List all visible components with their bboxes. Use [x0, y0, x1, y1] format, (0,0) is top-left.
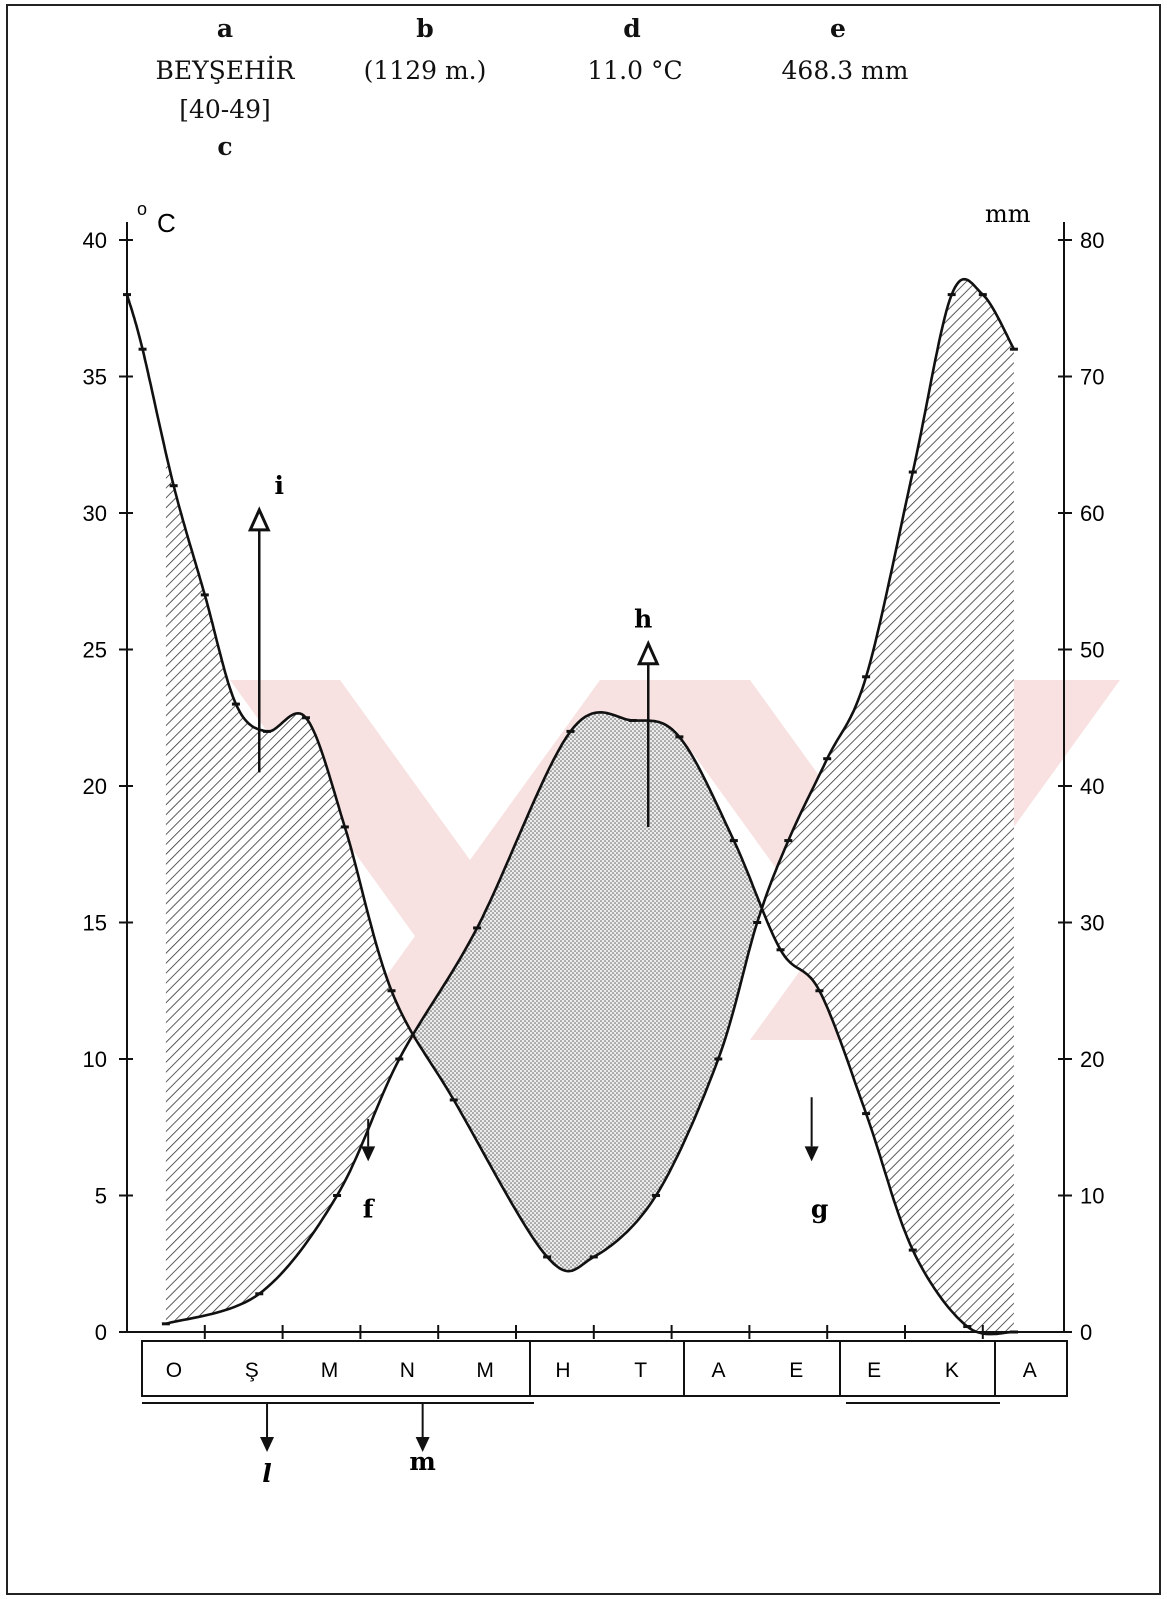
precipitation-point — [263, 729, 272, 733]
precipitation-point — [387, 989, 396, 993]
temperature-point — [333, 1194, 342, 1197]
month-label: N — [400, 1359, 415, 1382]
temperature-point — [675, 735, 684, 739]
station-altitude: (1129 m.) — [363, 56, 487, 85]
temperature-point — [815, 989, 824, 993]
temperature-tick-label: 20 — [83, 774, 107, 799]
month-label: M — [476, 1359, 494, 1382]
precipitation-tick-label: 60 — [1080, 501, 1104, 526]
precipitation-tick-label: 40 — [1080, 774, 1104, 799]
temperature-unit-degree: o — [137, 199, 147, 219]
precipitation-point — [947, 293, 956, 297]
annotation-label-g: g — [811, 1194, 828, 1223]
temperature-unit-label: C — [157, 208, 176, 238]
station-name: BEYŞEHİR — [155, 56, 295, 85]
precipitation-point — [978, 293, 987, 297]
precipitation-point — [908, 470, 917, 474]
month-label: A — [711, 1359, 725, 1382]
annotation-label-m: m — [409, 1447, 435, 1476]
precipitation-point — [753, 921, 762, 924]
month-strip — [141, 1340, 1068, 1397]
total-precipitation: 468.3 mm — [781, 56, 909, 85]
precipitation-unit-label: mm — [985, 200, 1031, 228]
precipitation-point — [652, 1194, 661, 1197]
precipitation-tick-label: 20 — [1080, 1047, 1104, 1072]
temperature-tick-label: 10 — [83, 1047, 107, 1072]
temperature-point — [161, 1322, 170, 1326]
month-label: E — [789, 1359, 803, 1382]
precipitation-point — [589, 1255, 598, 1259]
precipitation-point — [1009, 347, 1018, 351]
annotation-label-f: f — [363, 1194, 376, 1223]
temperature-tick-label: 15 — [83, 911, 107, 936]
temperature-tick-label: 25 — [83, 638, 107, 663]
header-label-b: b — [416, 14, 434, 43]
precipitation-point — [123, 293, 131, 297]
temperature-point — [473, 926, 482, 930]
precipitation-point — [231, 702, 240, 706]
annotation-label-l: l — [262, 1459, 272, 1488]
annotation-label-i: i — [275, 471, 285, 500]
precipitation-point — [449, 1098, 458, 1102]
precipitation-tick-label: 50 — [1080, 638, 1104, 663]
month-label: M — [321, 1359, 339, 1382]
temperature-point — [729, 839, 738, 843]
temperature-tick-label: 35 — [83, 365, 107, 390]
temperature-point — [566, 729, 575, 733]
precipitation-point — [340, 825, 349, 829]
precipitation-point — [714, 1057, 723, 1061]
header-label-c: c — [217, 132, 233, 161]
header-label-a: a — [216, 14, 234, 43]
temperature-tick-label: 40 — [83, 228, 107, 253]
precipitation-tick-label: 70 — [1080, 365, 1104, 390]
month-label: A — [1023, 1359, 1037, 1382]
mean-temperature: 11.0 °C — [587, 56, 683, 85]
temperature-point — [862, 1112, 871, 1116]
header-label-d: d — [623, 14, 641, 43]
precipitation-point — [784, 839, 793, 843]
precipitation-point — [862, 675, 871, 679]
temperature-point — [395, 1057, 404, 1061]
month-label: E — [867, 1359, 881, 1382]
annotation-arrowhead-h — [636, 640, 660, 666]
temperature-tick-label: 30 — [83, 501, 107, 526]
temperature-point — [1009, 1330, 1018, 1334]
temperature-point — [963, 1325, 972, 1329]
precipitation-tick-label: 30 — [1080, 911, 1104, 936]
month-label: T — [634, 1359, 647, 1382]
header-label-e: e — [830, 14, 846, 43]
temperature-tick-label: 0 — [95, 1320, 107, 1345]
observation-period: [40-49] — [179, 95, 271, 124]
annotation-arrowhead-i — [247, 506, 271, 532]
month-label: H — [555, 1359, 570, 1382]
precipitation-point — [543, 1255, 552, 1259]
humid-period-area-0 — [165, 453, 412, 1324]
precipitation-curve — [125, 277, 1016, 1273]
temperature-tick-label: 5 — [95, 1184, 107, 1209]
precipitation-point — [169, 484, 178, 488]
precipitation-tick-label: 0 — [1080, 1320, 1092, 1345]
temperature-point — [776, 948, 785, 952]
annotation-arrowhead-f — [361, 1146, 376, 1162]
dry-period-area-1 — [413, 712, 760, 1272]
month-label: K — [945, 1359, 959, 1382]
precipitation-point — [138, 347, 147, 351]
precipitation-point — [200, 593, 209, 597]
annotation-label-h: h — [634, 605, 652, 634]
temperature-point — [628, 718, 637, 722]
month-label: Ş — [245, 1359, 259, 1382]
month-label: O — [166, 1359, 182, 1382]
annotation-arrowhead-l — [260, 1437, 275, 1452]
humid-period-area-2 — [761, 279, 1014, 1332]
precipitation-point — [301, 716, 310, 720]
precipitation-tick-label: 80 — [1080, 228, 1104, 253]
annotation-arrowhead-m — [415, 1437, 430, 1452]
figure-frame — [6, 4, 1161, 1595]
temperature-point — [255, 1292, 264, 1296]
annotation-arrowhead-g — [804, 1146, 819, 1162]
temperature-point — [908, 1248, 917, 1252]
precipitation-point — [823, 757, 832, 761]
precipitation-tick-label: 10 — [1080, 1184, 1104, 1209]
